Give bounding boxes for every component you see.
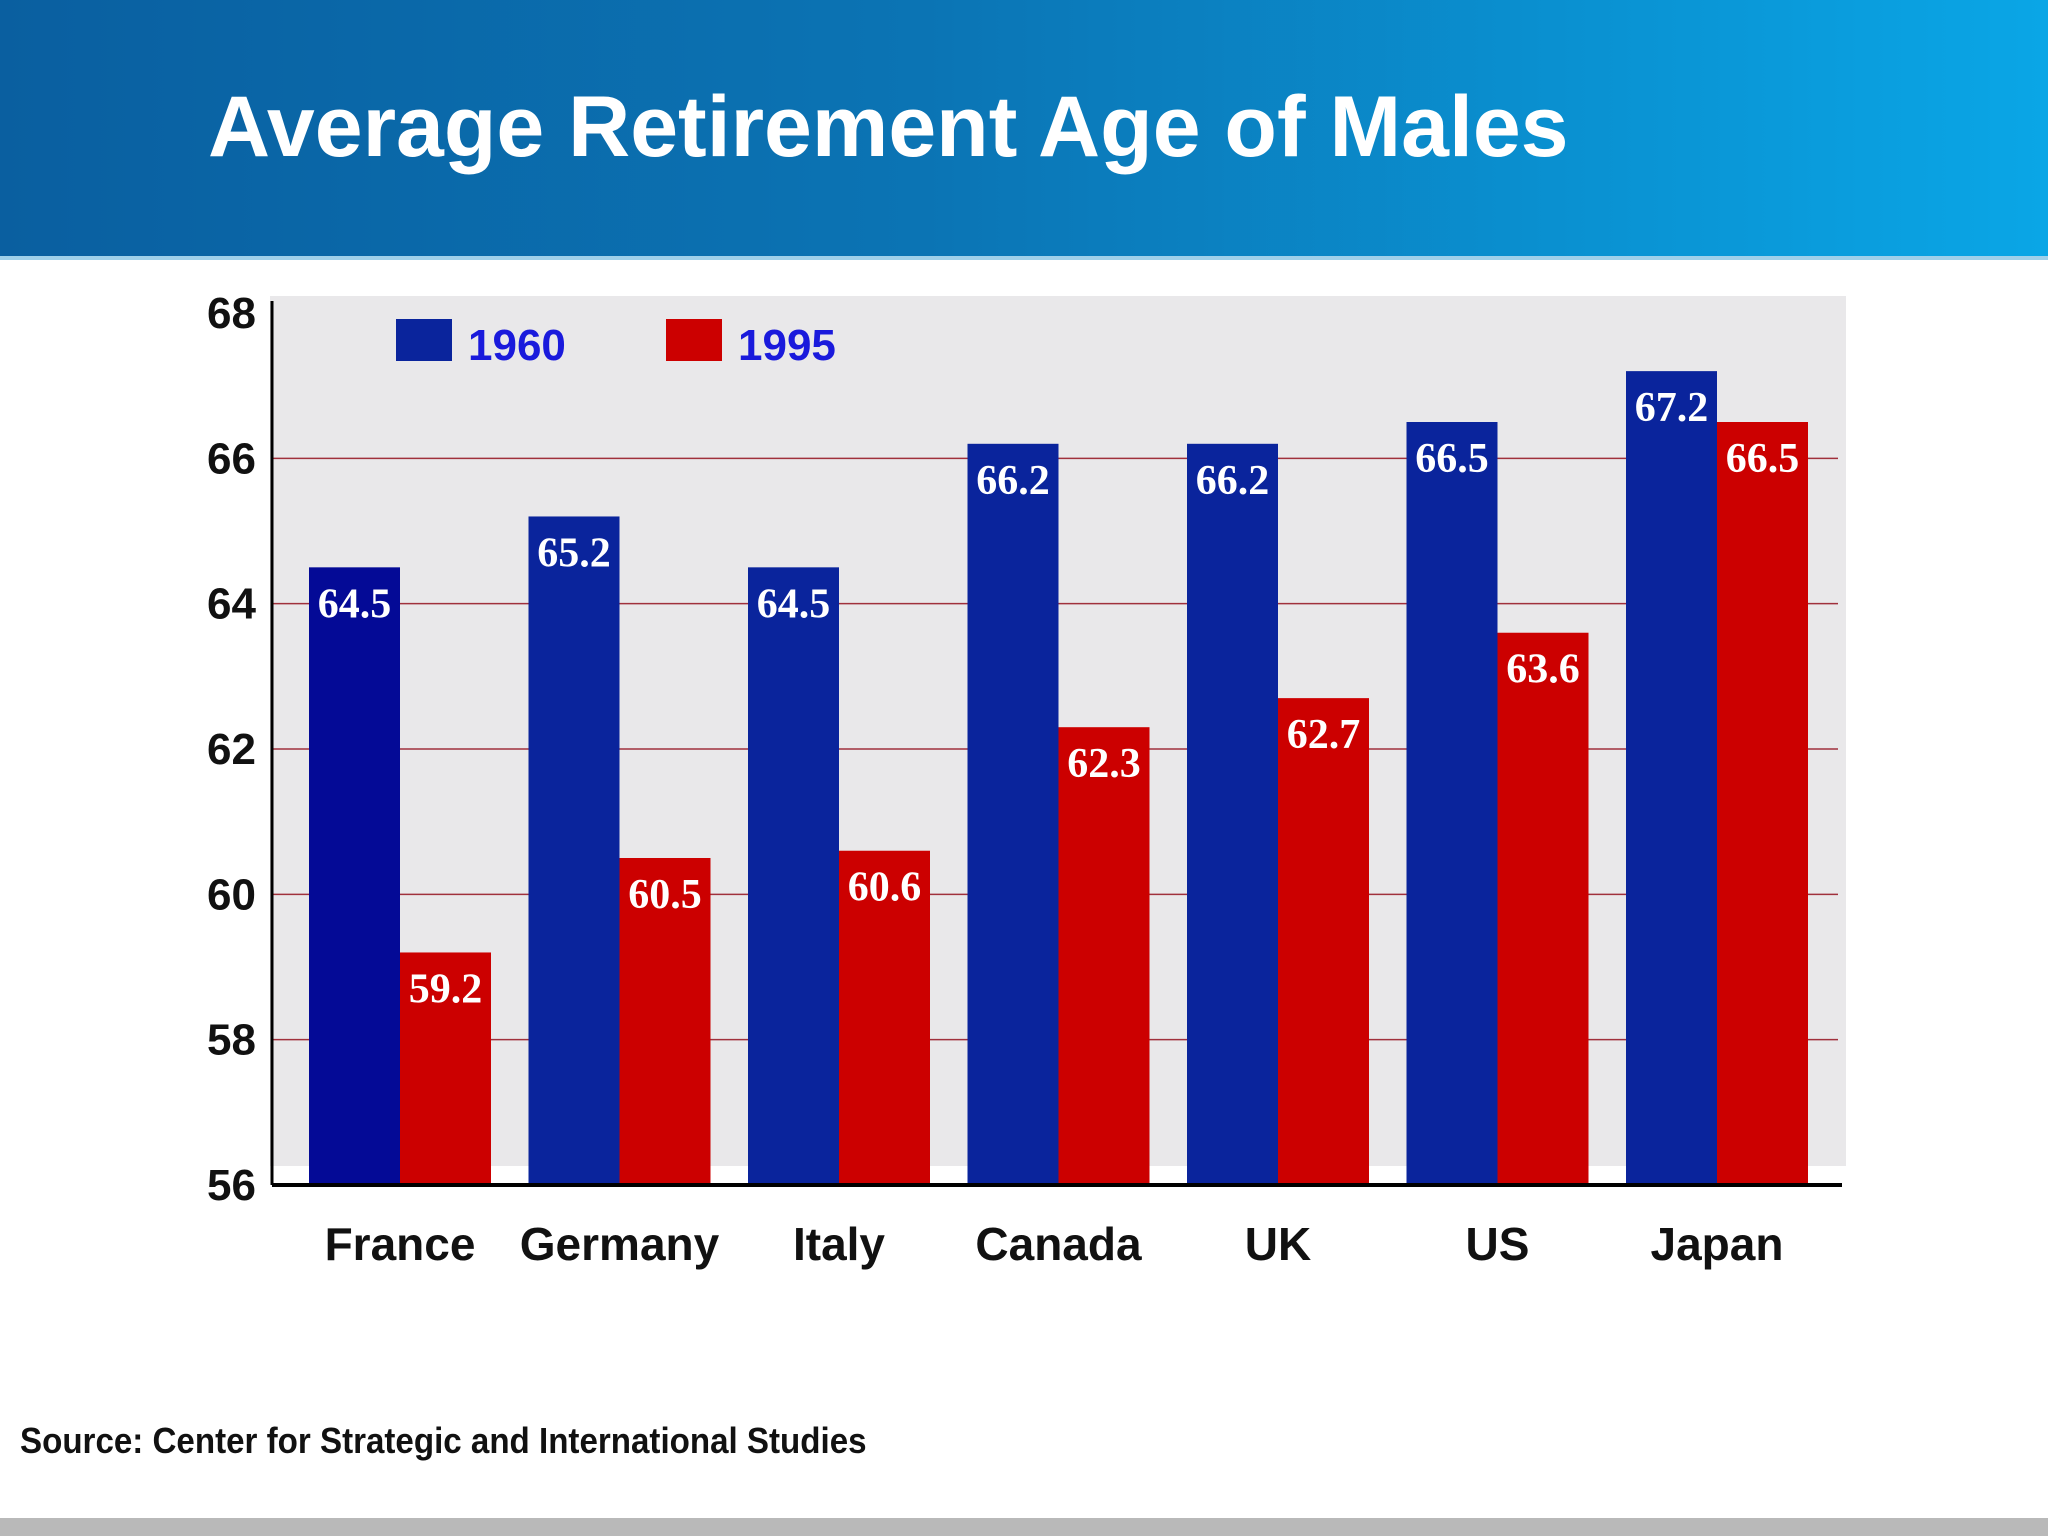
x-tick-label-france: France <box>325 1218 476 1270</box>
x-tick-label-uk: UK <box>1245 1218 1311 1270</box>
source-note: Source: Center for Strategic and Interna… <box>20 1420 867 1461</box>
x-tick-labels: France Germany Italy Canada UK US Japan <box>325 1218 1784 1270</box>
bar-label-italy-1960: 64.5 <box>757 581 831 627</box>
bar-label-uk-1995: 62.7 <box>1287 712 1361 758</box>
bar-germany-1995 <box>619 858 711 1185</box>
y-tick-label-66: 66 <box>207 434 256 483</box>
footer-bar <box>0 1518 2048 1536</box>
chart-title: Average Retirement Age of Males <box>208 79 1569 175</box>
legend-label-1995: 1995 <box>738 321 836 370</box>
x-tick-label-germany: Germany <box>520 1218 720 1270</box>
bar-chart: 64.5 59.2 65.2 60.5 64.5 60.6 66.2 62.3 66.2 62.7… <box>207 289 1846 1270</box>
bar-canada-1960 <box>967 443 1059 1185</box>
legend-swatch-1995 <box>666 319 722 361</box>
bar-italy-1960 <box>748 567 839 1185</box>
y-tick-label-62: 62 <box>207 725 256 774</box>
bar-germany-1960 <box>528 516 620 1185</box>
legend-swatch-1960 <box>396 319 452 361</box>
bar-japan-1960 <box>1626 371 1717 1186</box>
bar-label-italy-1995: 60.6 <box>848 865 922 911</box>
bar-japan-1995 <box>1717 422 1808 1185</box>
bar-label-canada-1995: 62.3 <box>1067 741 1141 787</box>
bar-france-1960 <box>309 567 400 1185</box>
bar-uk-1960 <box>1187 443 1278 1185</box>
bar-label-france-1960: 64.5 <box>318 581 392 627</box>
bar-label-germany-1995: 60.5 <box>628 872 702 918</box>
bar-france-1995 <box>400 952 491 1185</box>
bar-canada-1995 <box>1058 727 1150 1185</box>
y-tick-label-56: 56 <box>207 1161 256 1210</box>
x-tick-label-us: US <box>1466 1218 1530 1270</box>
bar-italy-1995 <box>839 850 930 1185</box>
bar-label-japan-1960: 67.2 <box>1635 385 1709 431</box>
axes <box>270 301 1842 1187</box>
bars <box>309 371 1808 1186</box>
bar-us-1960 <box>1406 422 1498 1185</box>
y-tick-labels: 56 58 60 62 64 66 68 <box>207 289 256 1210</box>
x-tick-label-italy: Italy <box>793 1218 885 1270</box>
y-tick-label-68: 68 <box>207 289 256 338</box>
bar-us-1995 <box>1497 632 1589 1185</box>
bar-uk-1995 <box>1278 698 1369 1185</box>
bar-label-us-1995: 63.6 <box>1506 647 1580 693</box>
bar-label-us-1960: 66.5 <box>1415 436 1489 482</box>
bar-label-germany-1960: 65.2 <box>537 530 611 576</box>
y-tick-label-60: 60 <box>207 870 256 919</box>
title-banner: Average Retirement Age of Males <box>0 0 2048 256</box>
bar-label-uk-1960: 66.2 <box>1196 458 1270 504</box>
y-tick-label-58: 58 <box>207 1016 256 1065</box>
x-tick-label-canada: Canada <box>975 1218 1142 1270</box>
bar-label-canada-1960: 66.2 <box>976 458 1050 504</box>
bar-label-france-1995: 59.2 <box>409 966 483 1012</box>
bar-label-japan-1995: 66.5 <box>1726 436 1800 482</box>
y-tick-label-64: 64 <box>207 580 256 629</box>
legend: 1960 1995 <box>396 319 836 370</box>
legend-label-1960: 1960 <box>468 321 566 370</box>
bar-value-labels: 64.5 59.2 65.2 60.5 64.5 60.6 66.2 62.3 66.2 62.7… <box>318 385 1800 1012</box>
x-tick-label-japan: Japan <box>1651 1218 1784 1270</box>
banner-divider <box>0 256 2048 260</box>
